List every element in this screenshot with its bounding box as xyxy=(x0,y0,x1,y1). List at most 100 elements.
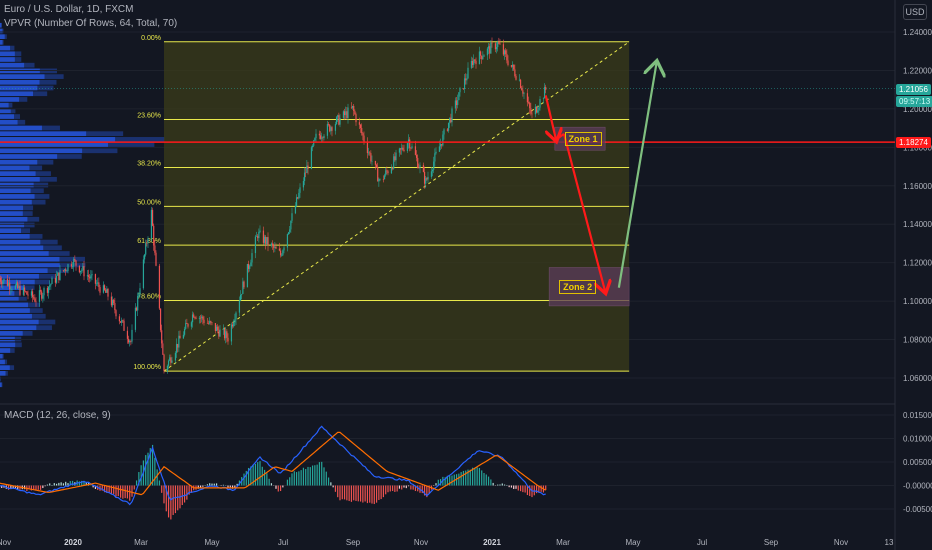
candle-body xyxy=(121,320,123,323)
candle-body xyxy=(83,266,85,277)
vp-bar xyxy=(24,285,35,291)
macd-histogram-bar xyxy=(236,483,238,486)
candle-body xyxy=(207,323,210,324)
time-tick-label: Sep xyxy=(346,538,361,547)
vp-bar xyxy=(38,319,56,325)
macd-histogram-bar xyxy=(243,473,245,486)
macd-histogram-bar xyxy=(435,483,437,486)
macd-histogram-bar xyxy=(245,470,247,486)
macd-tick-label: 0.01000 xyxy=(903,435,932,444)
candle-body xyxy=(195,317,197,319)
drawings[interactable] xyxy=(0,63,895,307)
candle-body xyxy=(298,192,300,199)
symbol-legend[interactable]: Euro / U.S. Dollar, 1D, FXCM xyxy=(4,4,134,15)
price-tick-label: 1.22000 xyxy=(903,66,932,75)
vp-bar xyxy=(0,97,20,102)
macd-histogram-bar xyxy=(101,485,103,491)
macd-histogram-bar xyxy=(94,485,97,489)
candle-body xyxy=(411,146,413,149)
macd-histogram-bar xyxy=(46,484,49,486)
macd-histogram-bar xyxy=(279,485,282,492)
candle-body xyxy=(518,79,521,81)
candle-body xyxy=(1,281,3,285)
candle-body xyxy=(78,265,81,273)
macd-histogram-bar xyxy=(213,483,215,486)
candle-body xyxy=(350,107,353,109)
macd-histogram-bar xyxy=(421,485,423,494)
candle-body xyxy=(345,111,347,116)
macd-histogram-bar xyxy=(481,470,483,486)
candle-body xyxy=(446,129,449,131)
vp-bar xyxy=(21,228,31,234)
candle-body xyxy=(182,334,185,339)
vp-bar xyxy=(0,119,18,125)
candle-body xyxy=(394,156,396,161)
candle-body xyxy=(289,229,291,233)
macd-histogram-bar xyxy=(110,485,113,494)
candle-body xyxy=(306,165,308,173)
candle-body xyxy=(81,270,83,271)
candle-body xyxy=(185,322,187,329)
candle-body xyxy=(217,326,219,331)
macd-histogram-bar xyxy=(332,485,334,488)
candle-body xyxy=(370,153,372,162)
candle-body xyxy=(43,288,45,296)
candle-body xyxy=(521,87,523,91)
candle-body xyxy=(17,282,19,289)
macd-histogram-bar xyxy=(119,485,122,498)
vp-bar xyxy=(0,245,44,251)
candle-body xyxy=(343,111,346,116)
macd-legend[interactable]: MACD (12, 26, close, 9) xyxy=(4,410,111,421)
macd-histogram-bar xyxy=(286,479,289,486)
candle-body xyxy=(463,78,466,90)
candle-body xyxy=(299,187,301,193)
macd-tick-label: -0.00000 xyxy=(903,482,932,491)
candle-body xyxy=(267,237,269,246)
candle-body xyxy=(230,324,233,342)
candle-body xyxy=(385,170,387,176)
macd-histogram-bar xyxy=(92,485,94,488)
candle-body xyxy=(387,171,389,174)
macd-histogram-bar xyxy=(451,475,453,486)
candle-body xyxy=(271,243,274,246)
vp-bar xyxy=(29,308,43,313)
vp-bar xyxy=(0,194,35,199)
macd-histogram-bar xyxy=(186,485,188,500)
time-tick-label: Jul xyxy=(278,538,288,547)
vp-bar xyxy=(0,342,16,348)
candle-body xyxy=(227,337,229,342)
candle-body xyxy=(275,246,277,249)
candle-body xyxy=(90,275,92,279)
candle-body xyxy=(494,43,497,50)
candle-body xyxy=(159,308,162,331)
candle-body xyxy=(241,293,243,295)
candle-body xyxy=(19,286,21,295)
candle-body xyxy=(151,209,154,226)
fibonacci-retracement[interactable]: 0.00% 23.60% 38.20% 50.00% 61.80% 78.60% 100.0… xyxy=(133,35,630,372)
candle-body xyxy=(391,167,394,169)
macd-histogram-bar xyxy=(277,485,279,492)
candle-body xyxy=(537,110,539,113)
vp-bar xyxy=(0,370,6,376)
macd-histogram-bar xyxy=(85,482,87,486)
currency-button[interactable]: USD xyxy=(903,4,927,20)
macd-histogram-bar xyxy=(190,485,193,493)
macd-histogram-bar xyxy=(462,470,465,486)
vp-bar xyxy=(0,268,48,273)
candle-body xyxy=(218,330,220,337)
candle-body xyxy=(235,312,237,320)
countdown-label: 09:57:13 xyxy=(896,96,932,107)
macd-histogram-bar xyxy=(524,485,526,493)
vp-bar xyxy=(4,34,7,40)
candle-body xyxy=(65,269,67,272)
vpvr-legend[interactable]: VPVR (Number Of Rows, 64, Total, 70) xyxy=(4,18,178,29)
candle-body xyxy=(514,69,516,77)
candle-body xyxy=(339,117,341,125)
candle-body xyxy=(519,79,522,88)
macd-histogram-bar xyxy=(42,485,44,489)
price-tick-label: 1.20000 xyxy=(903,105,932,114)
candle-body xyxy=(270,243,273,246)
macd-histogram-bar xyxy=(268,478,270,486)
candle-body xyxy=(49,285,51,287)
